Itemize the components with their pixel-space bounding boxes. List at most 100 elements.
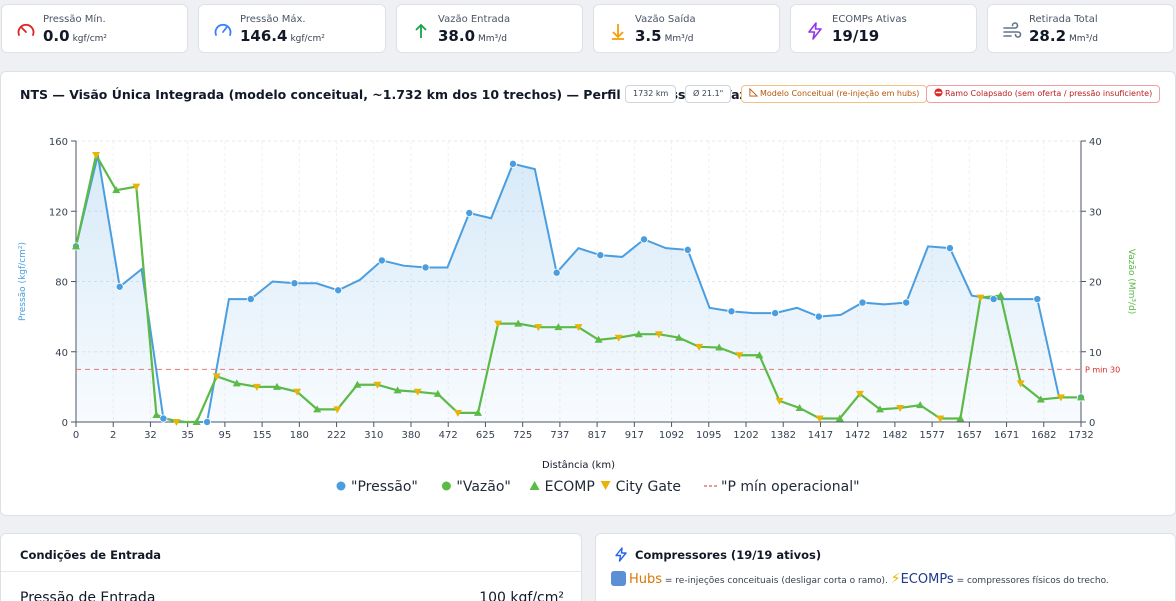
x-tick-label: 1577 [919, 430, 944, 441]
legend-label: "Vazão" [456, 479, 510, 495]
city-gate-marker [252, 383, 261, 391]
length-badge: 1732 km [625, 85, 677, 103]
ecomp-marker [876, 405, 884, 413]
x-tick-label: 1657 [957, 430, 982, 441]
entry-conditions-card: Condições de Entrada Pressão de Entrada … [0, 533, 582, 601]
y2-tick-label: 20 [1089, 278, 1102, 289]
ecomp-marker [996, 291, 1005, 299]
legend-item: "Pressão" [336, 479, 418, 495]
pressure-point [858, 298, 867, 307]
city-gate-marker [775, 397, 784, 405]
city-gate-marker [936, 415, 945, 423]
ecomp-marker [956, 414, 965, 422]
pressure-point [508, 159, 517, 168]
city-gate-marker [293, 388, 302, 396]
bolt-icon [615, 547, 627, 562]
pressure-point [814, 312, 823, 321]
city-gate-marker [1016, 380, 1025, 388]
legend-item: "P mín operacional" [704, 479, 860, 495]
pressure-line [75, 154, 1081, 423]
city-gate-marker [453, 409, 462, 417]
pressure-point [902, 298, 911, 307]
x-tick-label: 1682 [1031, 430, 1056, 441]
pressure-point [683, 245, 692, 254]
ecomp-marker [755, 351, 764, 359]
y-tick-label: 160 [49, 137, 68, 148]
kpi-card-pressure-min: Pressão Mín. 0.0 kgf/cm² [1, 4, 188, 53]
no-entry-icon [934, 88, 943, 97]
legend-item: "Vazão" [441, 479, 511, 495]
ecomp-marker [353, 380, 362, 388]
gauge-low-icon [17, 23, 35, 36]
x-tick-label: 95 [219, 430, 232, 441]
city-gate-marker [373, 381, 382, 389]
city-gate-marker [574, 324, 583, 332]
compressors-card-title: Compressores (19/19 ativos) [635, 548, 822, 562]
kpi-value: 38.0 Mm³/d [438, 27, 507, 45]
p-min-label: P min 30 [1085, 365, 1120, 374]
kpi-label: Pressão Mín. [43, 14, 106, 25]
pressure-flow-chart: 0 40 80 120 160 0 10 20 30 40 0 2 32 35 95 155 180 222 310… [18, 137, 1136, 495]
wind-icon [1003, 22, 1022, 38]
city-gate-marker [695, 343, 704, 351]
ecomp-marker [232, 379, 241, 387]
pressure-point [596, 251, 605, 260]
y-axis-title: Pressão (kgf/cm²) [18, 242, 28, 321]
x-tick-label: 180 [290, 430, 309, 441]
city-gate-marker [413, 388, 422, 396]
pressure-point [945, 244, 954, 253]
pressure-point [421, 263, 430, 272]
kpi-value: 19/19 [832, 27, 880, 45]
legend-item: City Gate [600, 479, 681, 495]
ecomp-marker [1036, 395, 1045, 403]
legend-marker [336, 481, 346, 491]
x-axis-title: Distância (km) [542, 459, 615, 471]
legend-marker [441, 481, 451, 491]
kpi-label: Vazão Saída [635, 14, 696, 25]
ecomp-marker [835, 414, 844, 422]
collapsed-badge: Ramo Colapsado (sem oferta / pressão ins… [926, 85, 1161, 103]
entry-pressure-value[interactable]: 100 kgf/cm² [479, 590, 564, 601]
x-tick-label: 625 [476, 430, 495, 441]
pressure-point [989, 295, 998, 304]
ecomp-marker [72, 242, 80, 250]
ecomp-marker [594, 335, 603, 343]
ecomp-marker [514, 319, 523, 327]
y-tick-label: 80 [55, 278, 68, 289]
pressure-point [771, 309, 780, 318]
city-gate-marker [1056, 394, 1065, 402]
x-tick-label: 1732 [1068, 430, 1093, 441]
ecomp-marker [393, 386, 402, 394]
city-gate-marker [534, 324, 543, 332]
legend-label: City Gate [616, 479, 681, 495]
city-gate-marker [896, 404, 905, 412]
kpi-card-withdrawal: Retirada Total 28.2 Mm³/d [987, 4, 1174, 53]
kpi-card-pressure-max: Pressão Máx. 146.4 kgf/cm² [198, 4, 386, 53]
ecomp-marker [795, 403, 804, 411]
ecomp-marker [313, 405, 322, 413]
legend-label: "Pressão" [351, 479, 418, 495]
kpi-row: Pressão Mín. 0.0 kgf/cm² Pressão Máx. 146… [0, 4, 1176, 54]
y2-tick-label: 0 [1089, 418, 1095, 429]
ecomp-marker [675, 333, 683, 341]
kpi-label: Pressão Máx. [240, 14, 306, 25]
diameter-badge: Ø 21.1" [685, 85, 732, 103]
arrow-down-icon [612, 24, 624, 40]
city-gate-marker [654, 331, 663, 339]
entry-card-title: Condições de Entrada [20, 548, 162, 562]
divider [1, 571, 581, 572]
city-gate-marker [132, 183, 141, 191]
hub-icon [611, 571, 626, 586]
ecomp-marker [554, 323, 563, 331]
x-tick-label: 222 [327, 430, 346, 441]
x-tick-label: 35 [181, 430, 194, 441]
kpi-value: 28.2 Mm³/d [1029, 27, 1098, 45]
ecomp-marker [474, 408, 482, 416]
pressure-point [640, 235, 649, 244]
compressors-legend: Hubs = re-injeções conceituais (desligar… [611, 571, 1109, 587]
x-tick-label: 917 [625, 430, 644, 441]
profile-chart-card: NTS — Visão Única Integrada (modelo conc… [0, 71, 1176, 516]
pressure-point [465, 209, 474, 218]
ecomp-marker [715, 343, 724, 351]
legend-item: ECOMP [529, 479, 595, 495]
